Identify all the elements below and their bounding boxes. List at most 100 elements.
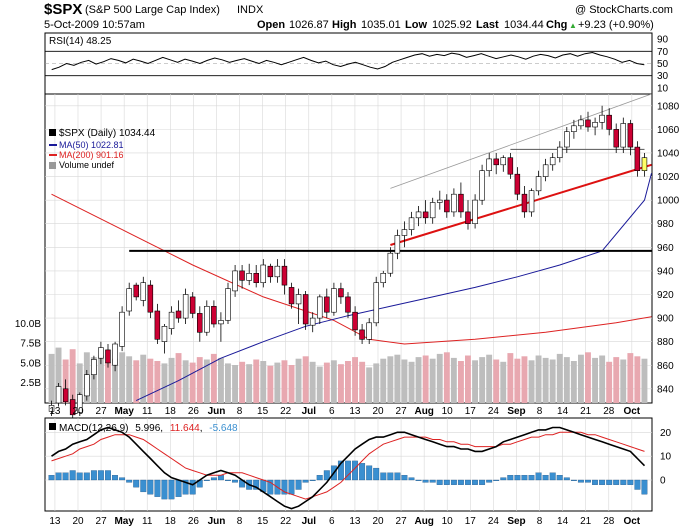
x-tick-label: 26 — [188, 406, 200, 417]
macd-hist-bar — [627, 479, 634, 485]
x-tick-label: 27 — [96, 406, 108, 417]
candle-body — [288, 287, 295, 305]
x-tick-label: 10 — [442, 406, 454, 417]
volume-bar — [105, 361, 111, 403]
candle — [408, 211, 415, 236]
x-tick-label: 27 — [96, 516, 108, 527]
volume-bar — [556, 353, 563, 403]
volume-bar — [422, 355, 429, 403]
trend-line — [390, 163, 652, 246]
chart-header: $SPX (S&P 500 Large Cap Index) INDX @ St… — [44, 1, 673, 31]
macd-hist-bar — [175, 479, 182, 497]
macd-hist-bar — [168, 479, 175, 500]
macd-legend-value: 5.996 — [135, 423, 160, 434]
x-tick-label: 20 — [72, 406, 84, 417]
volume-bar — [613, 357, 620, 403]
macd-hist-bar — [592, 479, 598, 485]
candle — [486, 153, 492, 177]
x-tick-label: 21 — [580, 516, 592, 527]
volume-bar — [443, 352, 450, 403]
candle — [549, 153, 556, 171]
candle — [472, 194, 478, 229]
macd-legend-swatch — [49, 423, 56, 430]
volume-bar — [585, 352, 591, 403]
candle-body — [444, 199, 450, 213]
candle — [316, 294, 323, 324]
candle-body — [535, 176, 542, 192]
macd-hist-bar — [69, 470, 76, 481]
candle-body — [479, 170, 485, 201]
macd-hist-bar — [147, 479, 154, 495]
volume-bar — [436, 353, 443, 403]
candle-body — [316, 296, 323, 319]
rsi-tick-label: 50 — [657, 59, 669, 70]
legend-volume: Volume undef — [59, 160, 115, 170]
volume-bar — [507, 353, 514, 403]
volume-bar — [203, 359, 210, 403]
x-axis-top: 13 20 27 May 11 18 26 Jun 8 15 22 Jul 6 13 20 27 Aug 10 17… — [49, 406, 640, 417]
price-panel: 1080106010401020100098096094092090088086… — [15, 93, 680, 421]
candle-body — [429, 202, 436, 219]
volume-bar — [578, 354, 584, 403]
volume-bar — [288, 365, 295, 403]
high-value: 1035.01 — [361, 19, 401, 31]
candle — [507, 153, 514, 179]
x-tick-label: 28 — [603, 406, 615, 417]
price-tick-label: 860 — [657, 361, 674, 372]
candle — [578, 115, 584, 130]
volume-bar — [210, 353, 217, 403]
macd-hist-bar — [345, 460, 351, 481]
low-label: Low — [405, 19, 427, 31]
candle — [105, 344, 111, 368]
volume-bar — [76, 363, 83, 403]
volume-bar — [133, 360, 140, 404]
macd-hist-bar — [189, 479, 196, 495]
candle-body — [232, 270, 238, 292]
candle-body — [528, 190, 535, 213]
candle — [225, 282, 231, 324]
candle — [182, 288, 189, 324]
x-tick-label: May — [114, 406, 134, 417]
candle — [274, 259, 281, 283]
candle-body — [119, 311, 125, 347]
volume-tick-label: 7.5B — [20, 339, 41, 350]
candle — [246, 263, 252, 286]
volume-bar — [401, 359, 408, 403]
x-tick-label: 17 — [465, 516, 477, 527]
candle — [260, 259, 266, 288]
x-tick-label: 8 — [237, 406, 243, 417]
macd-hist-bar — [83, 472, 90, 481]
price-tick-label: 1060 — [657, 125, 680, 136]
volume-bar — [154, 361, 161, 403]
macd-hist-bar — [577, 479, 584, 483]
candle-body — [599, 114, 605, 123]
candle-body — [239, 270, 245, 281]
candle — [98, 341, 104, 365]
candle — [55, 383, 62, 407]
candle-body — [274, 265, 281, 278]
svg-text:MACD(12,26,9) 5.996,: MACD(12,26,9) 5.996, 11.644, -5.648 — [59, 423, 238, 434]
price-legend: $SPX (Daily) 1034.44 MA(50) 1022.81 MA(2… — [49, 128, 156, 170]
candle-body — [154, 310, 161, 340]
candle-body — [472, 199, 478, 225]
x-tick-label: 22 — [280, 516, 292, 527]
x-tick-label: 28 — [603, 516, 615, 527]
macd-hist-bar — [401, 475, 408, 481]
macd-hist-bar — [613, 479, 620, 485]
x-tick-label: 20 — [372, 406, 384, 417]
macd-tick-label: 10 — [660, 452, 672, 463]
rsi-line — [51, 51, 645, 71]
candle — [281, 259, 288, 295]
candle-body — [77, 394, 83, 413]
candle-body — [394, 235, 401, 254]
x-tick-label: 13 — [349, 516, 361, 527]
candle-body — [140, 282, 147, 301]
rsi-tick-label: 30 — [657, 71, 669, 82]
volume-bar — [48, 353, 55, 403]
candle — [613, 123, 619, 153]
macd-hist-bar — [535, 472, 542, 481]
candle — [48, 400, 55, 416]
candle — [366, 318, 372, 344]
macd-hist-bar — [436, 479, 443, 485]
